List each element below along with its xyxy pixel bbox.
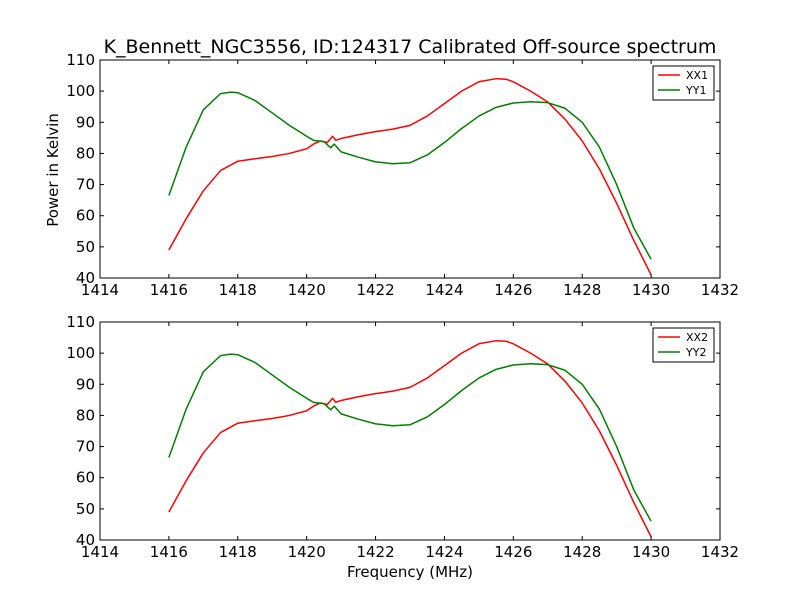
bottom-y-tick-label: 60 bbox=[76, 469, 95, 487]
x-axis-label: Frequency (MHz) bbox=[347, 563, 473, 581]
bottom-x-tick-label: 1426 bbox=[494, 543, 532, 561]
top-x-tick-label: 1424 bbox=[425, 281, 463, 299]
bottom-series-line-xx2 bbox=[168, 339, 652, 538]
bottom-legend-label-yy2: YY2 bbox=[685, 346, 706, 359]
top-axes-frame bbox=[99, 59, 721, 279]
top-legend-label-xx1: XX1 bbox=[686, 69, 708, 82]
top-x-tick-label: 1430 bbox=[632, 281, 670, 299]
bottom-x-tick-label: 1414 bbox=[81, 543, 119, 561]
top-plot-area bbox=[100, 60, 720, 278]
bottom-y-tick-label: 70 bbox=[76, 438, 95, 456]
bottom-x-tick-label: 1432 bbox=[701, 543, 739, 561]
bottom-legend-label-xx2: XX2 bbox=[686, 331, 708, 344]
bottom-y-tick-label: 100 bbox=[66, 344, 95, 362]
bottom-legend bbox=[652, 327, 715, 363]
top-panel: 1414 1416 1418 1420 1422 1424 1426 1428 1430 1432… bbox=[66, 51, 739, 299]
bottom-x-tick-label: 1430 bbox=[632, 543, 670, 561]
top-y-tick-label: 60 bbox=[76, 207, 95, 225]
top-y-tick-label: 100 bbox=[66, 82, 95, 100]
bottom-y-tick-label: 80 bbox=[76, 406, 95, 424]
top-x-tick-label: 1420 bbox=[288, 281, 326, 299]
top-x-tick-label: 1426 bbox=[494, 281, 532, 299]
bottom-x-tick-label: 1422 bbox=[356, 543, 394, 561]
top-x-tick-label: 1422 bbox=[356, 281, 394, 299]
top-y-tick-label: 90 bbox=[76, 113, 95, 131]
bottom-x-tick-label: 1418 bbox=[219, 543, 257, 561]
bottom-x-tick-label: 1420 bbox=[288, 543, 326, 561]
top-y-axis-label: Power in Kelvin bbox=[44, 113, 62, 227]
top-y-tick-label: 50 bbox=[76, 238, 95, 256]
top-x-tick-label: 1418 bbox=[219, 281, 257, 299]
bottom-x-tick-label: 1416 bbox=[150, 543, 188, 561]
bottom-plot-area bbox=[100, 322, 720, 540]
top-series-line-yy1 bbox=[168, 91, 652, 260]
bottom-axes-frame bbox=[99, 321, 721, 541]
bottom-panel: 1414 1416 1418 1420 1422 1424 1426 1428 1430 1432… bbox=[66, 313, 739, 561]
bottom-y-tick-label: 40 bbox=[76, 531, 95, 549]
top-x-tick-label: 1414 bbox=[81, 281, 119, 299]
top-y-tick-label: 80 bbox=[76, 144, 95, 162]
bottom-y-tick-label: 90 bbox=[76, 375, 95, 393]
top-x-tick-label: 1428 bbox=[563, 281, 601, 299]
top-legend bbox=[652, 65, 715, 101]
bottom-series-line-yy2 bbox=[168, 353, 652, 522]
top-y-tick-label: 70 bbox=[76, 176, 95, 194]
bottom-x-tick-label: 1424 bbox=[425, 543, 463, 561]
top-y-tick-label: 40 bbox=[76, 269, 95, 287]
bottom-y-tick-label: 110 bbox=[66, 313, 95, 331]
top-legend-label-yy1: YY1 bbox=[685, 84, 706, 97]
chart-title: K_Bennett_NGC3556, ID:124317 Calibrated … bbox=[104, 36, 717, 58]
bottom-y-tick-label: 50 bbox=[76, 500, 95, 518]
bottom-x-tick-label: 1428 bbox=[563, 543, 601, 561]
top-x-tick-label: 1416 bbox=[150, 281, 188, 299]
top-x-tick-label: 1432 bbox=[701, 281, 739, 299]
top-y-tick-label: 110 bbox=[66, 51, 95, 69]
top-series-line-xx1 bbox=[168, 77, 652, 276]
